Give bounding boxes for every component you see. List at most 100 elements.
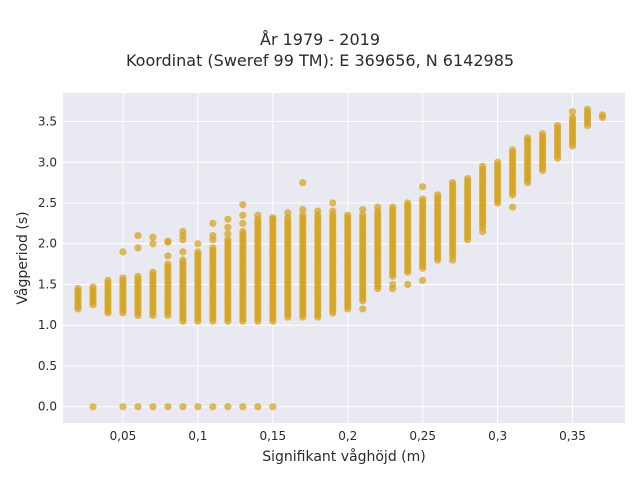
data-point <box>119 403 127 411</box>
data-point <box>179 403 187 411</box>
y-tick-label: 3.0 <box>38 155 57 169</box>
data-point <box>344 211 352 219</box>
y-tick-label: 1.5 <box>38 277 57 291</box>
data-point <box>224 403 232 411</box>
data-point <box>254 211 262 219</box>
data-point <box>269 214 277 222</box>
data-point <box>389 280 397 289</box>
data-point <box>179 248 187 256</box>
data-point <box>523 134 532 142</box>
y-axis-label: Vågperiod (s) <box>14 211 31 304</box>
data-point <box>329 207 337 215</box>
data-point <box>359 305 367 313</box>
data-point <box>209 231 217 240</box>
x-tick-label: 0,35 <box>559 429 586 443</box>
data-point <box>254 403 262 411</box>
data-point <box>314 207 322 215</box>
y-tick-label: 0.5 <box>38 359 57 373</box>
data-point <box>374 203 382 211</box>
y-tick-label: 3.5 <box>38 115 57 129</box>
data-point <box>194 248 202 256</box>
data-points <box>74 105 607 411</box>
y-tick-label: 2.5 <box>38 196 57 210</box>
data-point <box>239 201 247 209</box>
data-point <box>583 105 592 113</box>
data-point <box>239 227 247 236</box>
data-point <box>329 199 337 207</box>
data-point <box>164 252 172 260</box>
x-tick-label: 0,1 <box>188 429 207 443</box>
chart-title: År 1979 - 2019 <box>260 30 380 49</box>
x-axis-label: Signifikant våghöjd (m) <box>262 448 425 465</box>
data-point <box>209 403 217 411</box>
y-tick-label: 1.0 <box>38 318 57 332</box>
data-point <box>104 276 112 285</box>
data-point <box>449 256 457 264</box>
data-point <box>239 211 247 219</box>
data-point <box>404 280 412 289</box>
data-point <box>419 195 427 203</box>
data-point <box>224 236 232 244</box>
x-tick-label: 0,3 <box>488 429 507 443</box>
data-point <box>299 179 307 187</box>
y-tick-label: 0.0 <box>38 400 57 414</box>
data-point <box>149 240 157 248</box>
x-tick-label: 0,05 <box>110 429 137 443</box>
data-point <box>464 174 472 183</box>
data-point <box>404 199 412 207</box>
data-point <box>164 237 172 245</box>
data-point <box>419 183 427 191</box>
x-tick-label: 0,15 <box>259 429 286 443</box>
data-point <box>149 268 157 276</box>
data-point <box>239 403 247 411</box>
plot-area <box>63 93 625 423</box>
data-point <box>164 403 172 411</box>
data-point <box>209 219 217 227</box>
data-point <box>134 272 142 280</box>
data-point <box>419 276 427 285</box>
data-point <box>508 146 517 154</box>
data-point <box>239 219 247 227</box>
data-point <box>508 203 517 211</box>
data-point <box>434 191 442 199</box>
x-tick-label: 0,2 <box>338 429 357 443</box>
data-point <box>119 274 127 282</box>
data-point <box>538 130 547 138</box>
data-point <box>209 244 217 252</box>
data-point <box>299 205 307 214</box>
data-point <box>224 223 232 232</box>
data-point <box>359 211 367 219</box>
data-point <box>224 230 232 238</box>
data-point <box>359 205 367 214</box>
data-point <box>179 256 187 264</box>
data-point <box>134 403 142 411</box>
data-point <box>299 211 307 219</box>
data-point <box>284 209 292 217</box>
data-point <box>389 203 397 211</box>
data-point <box>568 113 577 122</box>
data-point <box>89 283 97 291</box>
data-point <box>149 233 157 241</box>
data-point <box>119 248 127 256</box>
data-point <box>74 284 82 293</box>
y-tick-label: 2.0 <box>38 237 57 251</box>
data-point <box>479 227 487 236</box>
data-point <box>494 158 502 166</box>
data-point <box>134 244 142 252</box>
data-point <box>553 121 562 130</box>
data-point <box>179 227 187 236</box>
data-point <box>194 403 202 411</box>
data-point <box>224 215 232 223</box>
data-point <box>269 403 277 411</box>
x-tick-label: 0,25 <box>409 429 436 443</box>
data-point <box>134 231 142 240</box>
data-point <box>479 162 487 170</box>
data-point <box>194 240 202 248</box>
data-point <box>89 403 97 411</box>
data-point <box>568 108 577 116</box>
data-point <box>149 403 157 411</box>
chart-subtitle: Koordinat (Sweref 99 TM): E 369656, N 61… <box>125 51 515 70</box>
x-axis-ticks: 0,05 0,1 0,15 0,2 0,25 0,3 0,35 <box>110 429 586 443</box>
y-axis-ticks: 0.0 0.5 1.0 1.5 2.0 2.5 3.0 3.5 <box>38 115 57 414</box>
